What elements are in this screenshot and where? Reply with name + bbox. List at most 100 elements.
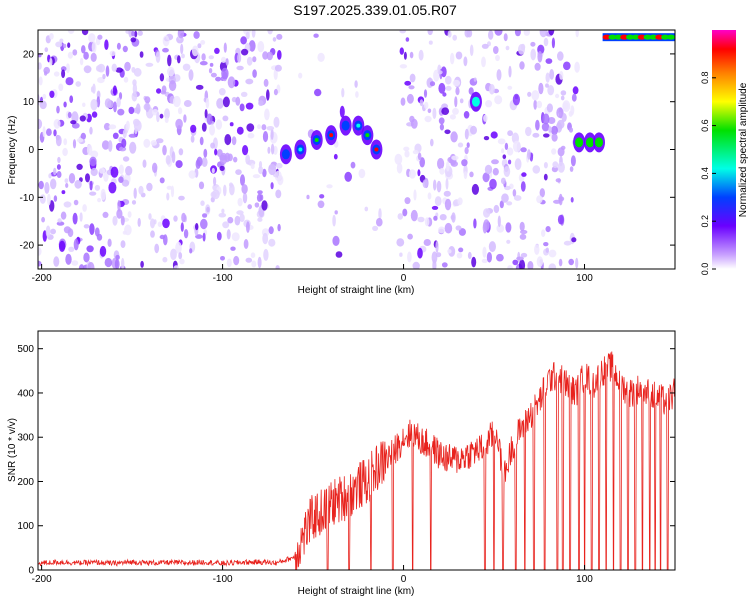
spectrogram-cell [72, 139, 77, 149]
spectrogram-cell [121, 257, 125, 269]
spectrogram-cell [514, 30, 521, 37]
spectrogram-cell [332, 214, 336, 227]
spectrogram-cell [200, 200, 205, 206]
spectrogram-cell [402, 208, 408, 217]
spectrogram-cell [236, 126, 244, 135]
spectrogram-cell [38, 76, 43, 86]
spectrogram-cell [459, 98, 464, 104]
spectrogram-cell [240, 36, 247, 45]
snr-ytick-label: 100 [17, 521, 34, 532]
spectrogram-cell [65, 77, 74, 86]
spectrogram-cell [240, 91, 248, 97]
spectrogram-cell [127, 211, 132, 218]
spectrogram-cell [427, 108, 432, 114]
spectrogram-cell [162, 35, 170, 47]
spectrogram-cell [423, 89, 428, 98]
spectrogram-cell [202, 232, 206, 242]
spectrogram-band-top-right-spot [643, 34, 652, 40]
spectrogram-cell [481, 43, 489, 49]
spectrogram-cell [241, 48, 249, 56]
spectrogram-cell [548, 263, 557, 269]
snr-axes: -200 -100 0 100 0 100 200 300 400 500 [17, 344, 675, 585]
spectrogram-cell [570, 105, 575, 116]
spectrogram-cell [417, 169, 421, 177]
colorbar-tick-label: 0.0 [700, 263, 710, 276]
spectrogram-band-top-right-spot [620, 34, 629, 40]
spectrogram-cell [501, 148, 505, 154]
spectrogram-cell [56, 105, 60, 114]
spectrogram-cell [455, 51, 463, 60]
spectrogram-cell [417, 152, 422, 161]
spectrogram-cell [146, 182, 153, 192]
spectrogram-cell [178, 195, 185, 201]
spectrogram-cell [89, 191, 97, 196]
spectrogram-cell [190, 124, 197, 133]
spectrogram-cell [233, 255, 240, 266]
spectrogram-cell [118, 176, 124, 183]
spectrogram-cell [102, 73, 106, 80]
spectrogram-cell [180, 222, 184, 232]
spectrogram-cell [512, 140, 521, 153]
spectrogram-band-top-right-spot [602, 34, 611, 40]
spectrogram-cell [226, 258, 232, 268]
spectrogram-cell [424, 101, 429, 110]
spectrogram-cell [242, 145, 249, 156]
spectrogram-cell [507, 265, 513, 269]
spectrogram-cell [63, 201, 72, 208]
spectrogram-cell [200, 218, 208, 230]
spectrogram-cell [89, 126, 93, 135]
spectrogram-cell [500, 177, 506, 185]
spectrogram-cell [405, 37, 410, 42]
spectrogram-cell [195, 223, 199, 231]
spectrogram-cell [412, 149, 419, 155]
snr-xlabel: Height of straight line (km) [298, 586, 415, 597]
spectrogram-cell [221, 208, 225, 214]
spectrogram-cell [130, 37, 137, 43]
spectrogram-cell [64, 178, 69, 184]
spectrogram-cell [552, 161, 559, 169]
spectrogram-cell [570, 197, 574, 203]
spectrogram-cell [57, 218, 62, 223]
spectrogram-cell [404, 80, 412, 86]
spectrogram-cell [119, 146, 127, 152]
spectrogram-cell [131, 91, 138, 102]
spectrogram-cell [131, 30, 135, 37]
spectrogram-cell [128, 106, 135, 115]
colorbar: 0.0 0.2 0.4 0.6 0.8 Normalized spectral ampl… [700, 30, 749, 275]
spectrogram-cell [452, 34, 458, 41]
spectrogram-cell [409, 51, 414, 59]
spectrogram-cell [156, 88, 162, 94]
spectrogram-cell [454, 96, 458, 108]
spectrogram-cell [562, 102, 569, 110]
spectrogram-band-top-right-spot [667, 34, 675, 40]
spectrogram-cell [543, 242, 549, 247]
spectrogram-cell [226, 229, 231, 240]
snr-ytick-label: 200 [17, 477, 34, 488]
spectrogram-cell [205, 204, 211, 215]
spectrogram-ytick-label: 10 [23, 97, 35, 108]
spectrogram-cell [134, 30, 138, 38]
spectrogram-cell [339, 105, 345, 118]
spectrogram-cell [442, 92, 447, 97]
spectrogram-cell [67, 111, 72, 119]
spectrogram-cell [440, 66, 447, 78]
spectrogram-cell [76, 138, 84, 143]
spectrogram-cell [275, 265, 280, 269]
spectrogram-cell [463, 111, 470, 119]
spectrogram-cell [180, 43, 184, 55]
spectrogram-cell [159, 177, 165, 184]
spectrogram-cell [231, 136, 237, 146]
spectrogram-cell [134, 128, 138, 135]
spectrogram-cell [266, 51, 273, 61]
spectrogram-cell [68, 173, 76, 184]
spectrogram-cell [270, 143, 275, 155]
colorbar-tick-label: 0.4 [700, 167, 710, 180]
spectrogram-cell [53, 118, 61, 129]
spectrogram-cell [558, 258, 563, 267]
spectrogram-cell [489, 178, 497, 190]
spectrogram-band-100km-peak [587, 140, 592, 145]
spectrogram-cell [234, 215, 241, 226]
spectrogram-cell [124, 61, 131, 72]
spectrogram-cell [516, 256, 524, 261]
spectrogram-cell [268, 238, 276, 247]
